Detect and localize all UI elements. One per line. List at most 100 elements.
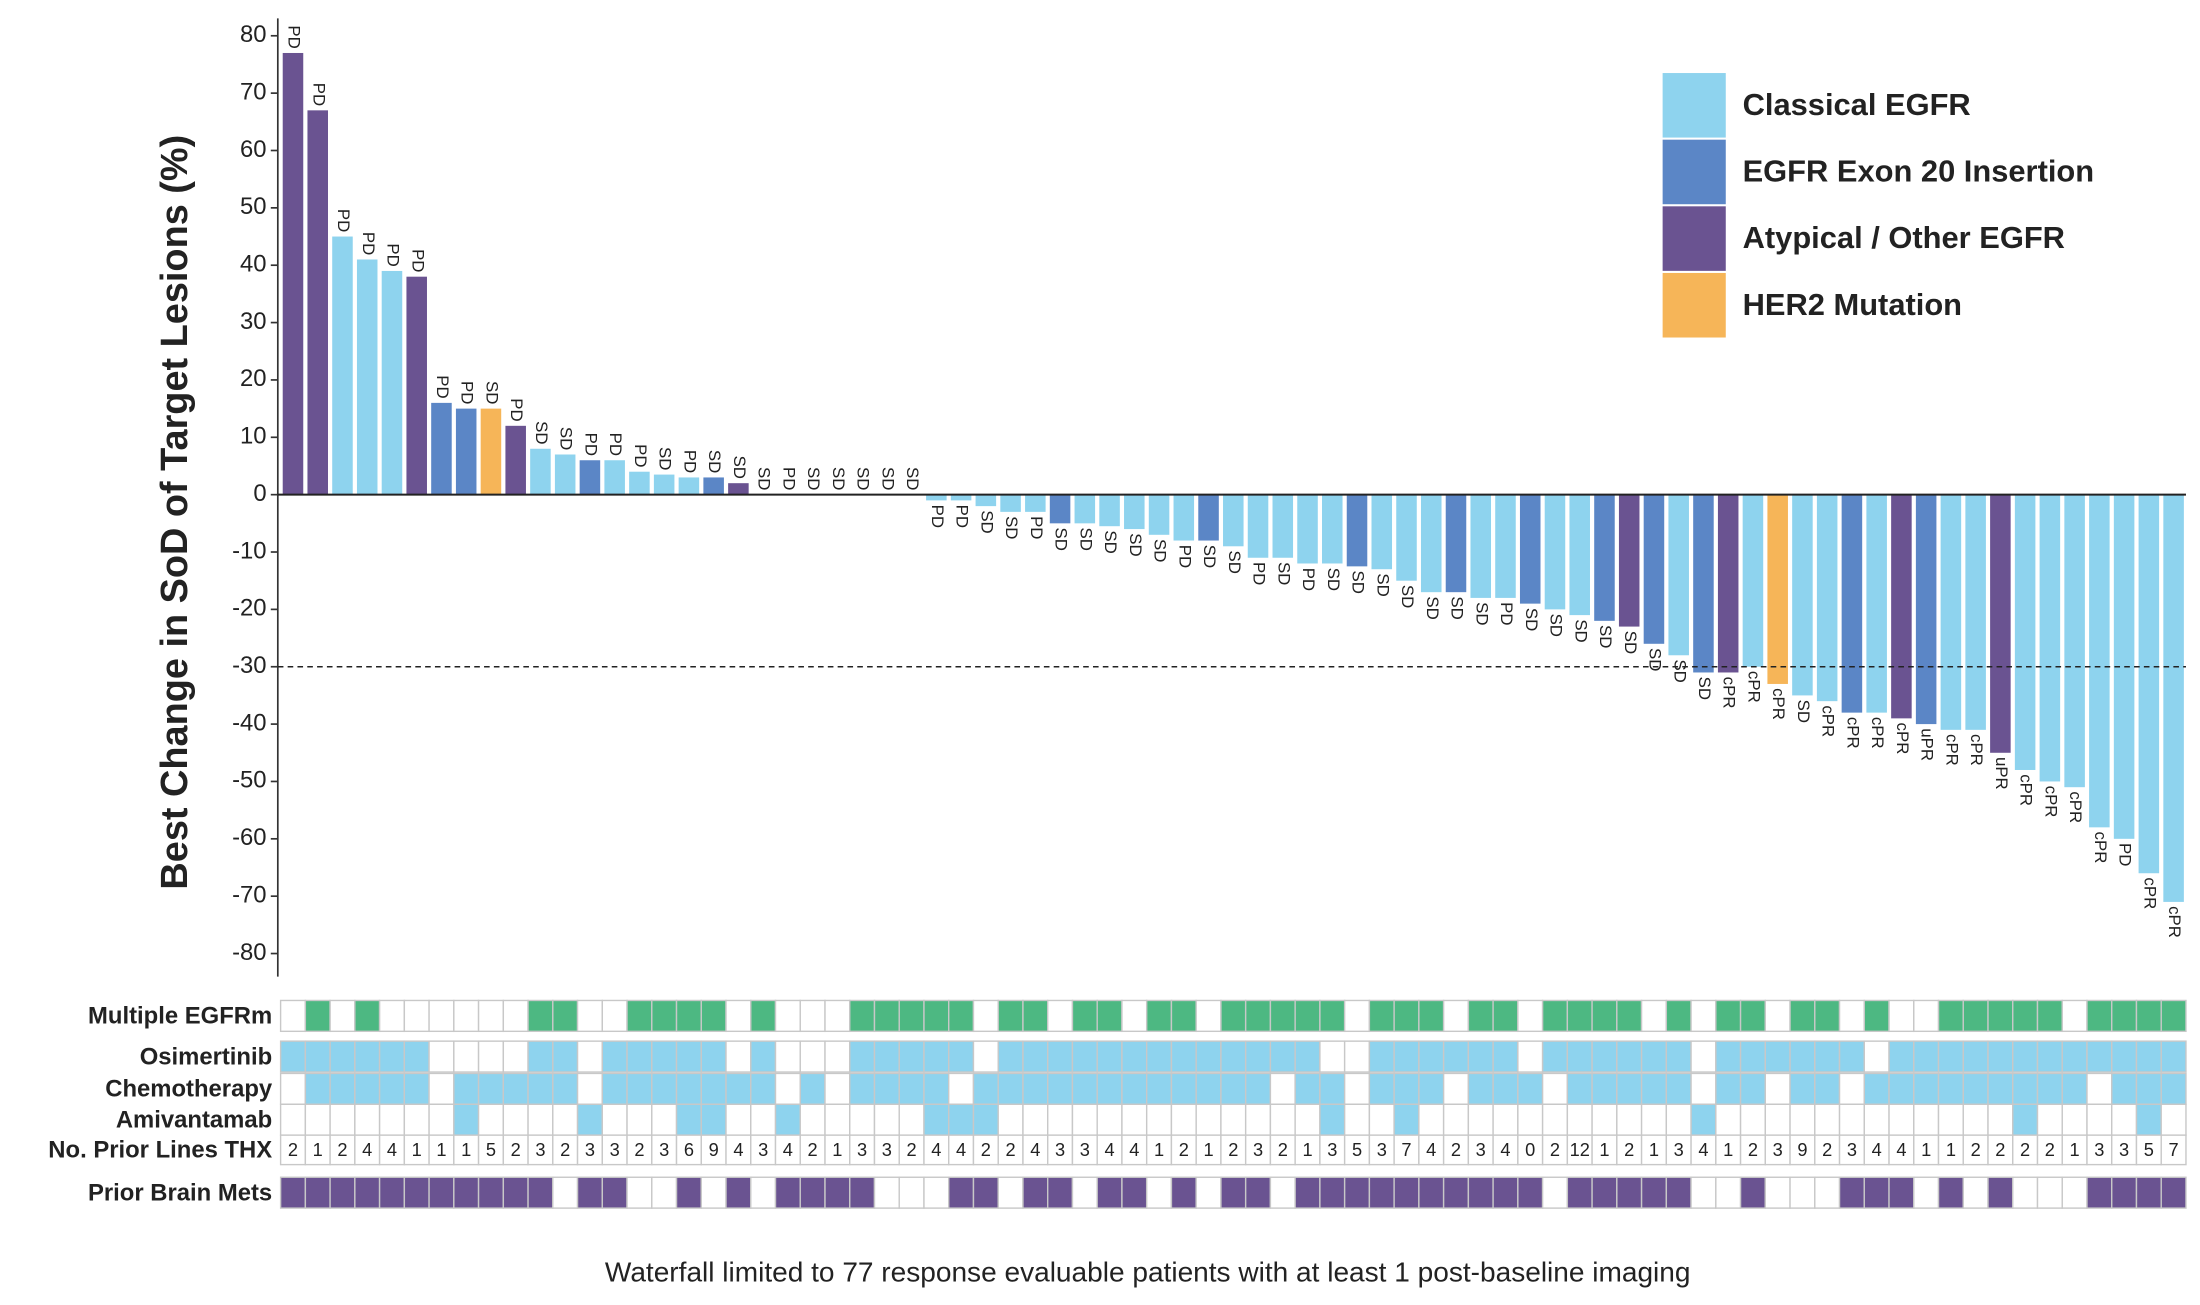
bar	[554, 454, 576, 495]
track-number: 4	[362, 1139, 372, 1160]
track-cell	[997, 1040, 1024, 1073]
track-cell	[527, 1176, 554, 1209]
track-cell	[1220, 1072, 1247, 1105]
track-cell-frame	[1739, 1134, 1767, 1166]
response-label: PD	[309, 83, 328, 106]
track-number: 2	[2045, 1139, 2055, 1160]
bar	[1990, 494, 2011, 753]
response-label: SD	[1274, 562, 1293, 585]
track-cell	[1442, 1072, 1470, 1105]
track-cell	[279, 1176, 307, 1209]
track-cell	[1913, 1176, 1940, 1209]
track-cell	[923, 999, 950, 1033]
track-number: 3	[1674, 1139, 1684, 1160]
track-cell	[1145, 1176, 1173, 1209]
track-cell-frame	[2086, 1134, 2113, 1166]
track-cell	[1442, 999, 1470, 1033]
track-cell	[1987, 1072, 2014, 1105]
track-cell	[1888, 1103, 1915, 1136]
y-tick-label: 30	[240, 308, 267, 335]
y-tick-label: -60	[232, 824, 266, 851]
track-number: 3	[1055, 1139, 1065, 1160]
track-cell	[1665, 1103, 1692, 1136]
bar	[1173, 494, 1195, 541]
track-cell	[1393, 1040, 1420, 1073]
response-label: cPR	[2017, 774, 2036, 806]
track-number: 4	[1426, 1139, 1436, 1160]
track-cell	[849, 1072, 876, 1105]
track-number: 2	[2020, 1139, 2030, 1160]
track-number: 5	[1352, 1139, 1362, 1160]
track-cell	[2061, 999, 2088, 1033]
y-tick-label: -80	[232, 939, 266, 966]
track-cell	[675, 999, 702, 1033]
track-cell	[972, 1103, 999, 1136]
track-cell-frame	[2036, 1134, 2063, 1166]
response-label: PD	[359, 232, 378, 255]
track-number: 1	[313, 1139, 323, 1160]
track-cell	[1863, 1176, 1890, 1209]
track-cell	[1715, 1072, 1742, 1105]
track-cell	[2135, 1176, 2162, 1209]
track-cell	[1616, 1176, 1643, 1209]
track-cell	[304, 1103, 331, 1136]
track-cell	[1566, 1040, 1593, 1073]
track-cell	[2160, 1040, 2187, 1073]
track-cell	[527, 1040, 554, 1073]
track-cell	[552, 999, 579, 1033]
track-cell	[972, 1072, 999, 1105]
response-label: SD	[1646, 648, 1665, 671]
track-cell	[923, 1176, 950, 1209]
track-cell	[1715, 999, 1742, 1033]
track-cell	[378, 1072, 406, 1105]
track-cell-frame	[502, 1134, 529, 1166]
bar	[1544, 494, 1566, 610]
track-cell	[1170, 1176, 1197, 1209]
y-axis-label: Best Change in SoD of Target Lesions (%)	[154, 135, 196, 890]
track-number: 3	[1476, 1139, 1486, 1160]
track-cell	[2086, 1103, 2113, 1136]
track-number: 1	[1649, 1139, 1659, 1160]
bar	[1841, 494, 1863, 713]
track-cell	[1195, 999, 1222, 1033]
track-cell	[453, 1072, 480, 1105]
track-cell	[1665, 1072, 1692, 1105]
track-cell	[1987, 1040, 2014, 1073]
bar	[975, 494, 997, 507]
track-cell	[1096, 1176, 1123, 1209]
track-cell	[700, 999, 727, 1033]
track-cell	[1269, 999, 1296, 1033]
track-cell-frame	[279, 1134, 307, 1166]
response-label: SD	[1547, 614, 1566, 637]
response-label: SD	[1571, 619, 1590, 642]
track-cell	[750, 1072, 777, 1105]
response-label: PD	[1299, 568, 1318, 591]
track-cell	[1393, 1103, 1420, 1136]
track-cell	[1517, 1072, 1544, 1105]
track-cell-frame	[1566, 1134, 1593, 1166]
track-cell	[1393, 1072, 1420, 1105]
track-cell	[354, 1040, 381, 1073]
track-cell	[651, 1176, 678, 1209]
track-cell	[2086, 999, 2113, 1033]
y-tick-label: -50	[232, 767, 266, 794]
track-number: 2	[1748, 1139, 1758, 1160]
track-cell	[403, 1072, 430, 1105]
track-cell	[1170, 999, 1197, 1033]
track-cell	[1739, 1103, 1767, 1136]
track-cell-frame	[304, 1134, 331, 1166]
track-cell	[824, 1040, 851, 1073]
bar	[1198, 494, 1219, 541]
track-cell	[453, 1040, 480, 1073]
bar	[579, 460, 601, 495]
track-cell	[378, 1103, 406, 1136]
track-cell	[1368, 1176, 1395, 1209]
track-cell	[774, 1040, 801, 1073]
track-cell	[304, 999, 331, 1033]
track-cell	[1343, 1176, 1371, 1209]
track-cell	[774, 1103, 801, 1136]
track-cell	[1640, 1072, 1668, 1105]
track-cell	[923, 1103, 950, 1136]
track-number: 2	[1995, 1139, 2005, 1160]
track-cell-frame	[1022, 1134, 1049, 1166]
